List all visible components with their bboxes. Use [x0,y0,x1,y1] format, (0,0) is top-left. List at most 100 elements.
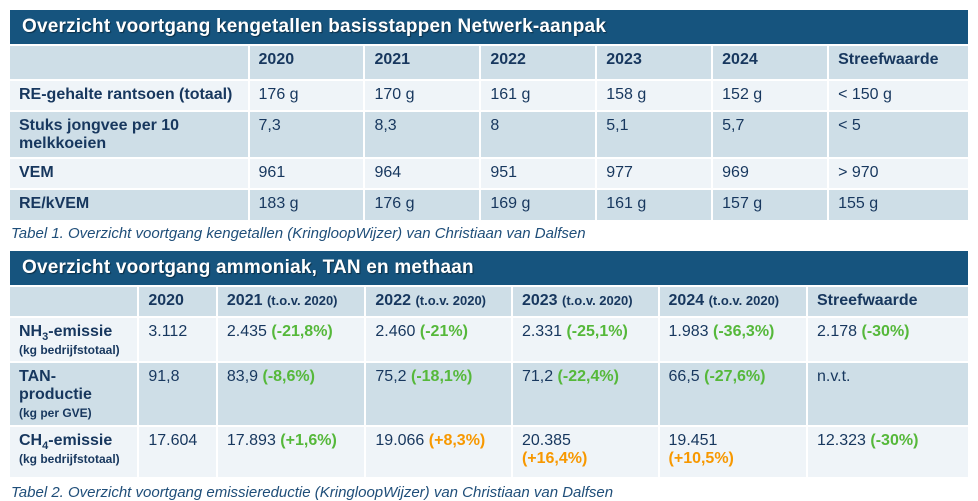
data-cell: < 5 [827,110,968,159]
data-cell: 91,8 [137,361,218,427]
row-label: Stuks jongvee per 10 melkkoeien [10,110,250,159]
data-cell: 977 [595,157,714,190]
data-cell: 157 g [711,188,830,220]
data-cell: 83,9 (-8,6%) [215,361,367,427]
table2-corner-cell [10,287,140,318]
table2-title: Overzicht voortgang ammoniak, TAN en met… [22,257,474,278]
table2-header-row: 2020 2021 (t.o.v. 2020) 2022 (t.o.v. 202… [10,287,968,318]
delta-value: (-30%) [861,323,910,340]
delta-value: (+1,6%) [280,431,337,449]
data-cell: 183 g [247,188,366,220]
data-cell: 152 g [711,79,830,112]
delta-value: (+16,4%) [521,449,588,467]
data-cell: 71,2 (-22,4%) [510,361,660,427]
data-cell: n.v.t. [806,361,968,427]
data-cell: 161 g [595,188,714,220]
data-cell: 1.983 (-36,3%) [657,315,809,364]
data-cell: 158 g [595,79,714,112]
delta-value: (-8,6%) [262,368,315,386]
data-cell: 8,3 [363,110,482,159]
delta-value: (-36,3%) [713,323,775,340]
row-label: CH4-emissie (kg bedrijfstotaal) [10,424,140,477]
table2: 2020 2021 (t.o.v. 2020) 2022 (t.o.v. 202… [10,287,968,477]
data-cell: 19.451 (+10,5%) [657,424,809,477]
table1-header-2020: 2020 [247,46,366,81]
row-unit: (kg bedrijfstotaal) [19,451,120,466]
data-cell: 5,1 [595,110,714,159]
table1-corner-cell [10,46,250,81]
delta-value: (-25,1%) [566,323,628,340]
delta-value: (-18,1%) [410,368,473,386]
table1-header-2022: 2022 [479,46,598,81]
data-cell: 169 g [479,188,598,220]
table1-header-streefwaarde: Streefwaarde [827,46,968,81]
data-cell: 17.893 (+1,6%) [215,424,367,477]
table-row: TAN-productie (kg per GVE) 91,8 83,9 (-8… [10,361,968,427]
delta-value: (+10,5%) [668,449,734,467]
data-cell: 17.604 [137,424,218,477]
row-label: TAN-productie (kg per GVE) [10,361,140,427]
table2-header-streefwaarde: Streefwaarde [806,287,968,318]
data-cell: 161 g [479,79,598,112]
table1-header-2023: 2023 [595,46,714,81]
data-cell: < 150 g [827,79,968,112]
data-cell: > 970 [827,157,968,190]
table2-title-bar: Overzicht voortgang ammoniak, TAN en met… [10,251,968,285]
data-cell: 155 g [827,188,968,220]
table2-header-2024: 2024 (t.o.v. 2020) [657,287,809,318]
delta-value: (-27,6%) [704,368,766,386]
table1-header-2024: 2024 [711,46,830,81]
table2-header-2023: 2023 (t.o.v. 2020) [510,287,660,318]
data-cell: 176 g [247,79,366,112]
table1-title-bar: Overzicht voortgang kengetallen basissta… [10,10,968,44]
table2-header-2022: 2022 (t.o.v. 2020) [364,287,513,318]
table2-header-2020: 2020 [137,287,218,318]
table2-caption: Tabel 2. Overzicht voortgang emissieredu… [11,483,614,501]
data-cell: 66,5 (-27,6%) [657,361,809,427]
delta-value: (-30%) [870,431,919,449]
data-cell: 964 [363,157,482,190]
table-row: NH3-emissie (kg bedrijfstotaal) 3.112 2.… [10,315,968,364]
data-cell: 5,7 [711,110,830,159]
row-unit: (kg per GVE) [19,406,92,421]
data-cell: 951 [479,157,598,190]
data-cell: 2.178 (-30%) [806,315,968,364]
table1-caption: Tabel 1. Overzicht voortgang kengetallen… [11,225,586,242]
row-label: NH3-emissie (kg bedrijfstotaal) [10,315,140,364]
delta-value: (-21,8%) [271,323,333,340]
table1-header-2021: 2021 [363,46,482,81]
table1-header-row: 2020 2021 2022 2023 2024 Streefwaarde [10,46,968,81]
data-cell: 12.323 (-30%) [806,424,968,477]
table-row: VEM 961 964 951 977 969 > 970 [10,157,968,190]
table1-title: Overzicht voortgang kengetallen basissta… [22,16,607,37]
table-row: RE-gehalte rantsoen (totaal) 176 g 170 g… [10,79,968,112]
data-cell: 2.331 (-25,1%) [510,315,660,364]
data-cell: 19.066 (+8,3%) [364,424,513,477]
delta-value: (-21%) [419,323,468,340]
table-row: RE/kVEM 183 g 176 g 169 g 161 g 157 g 15… [10,188,968,220]
data-cell: 7,3 [247,110,366,159]
table1: 2020 2021 2022 2023 2024 Streefwaarde RE… [10,46,968,220]
data-cell: 2.460 (-21%) [364,315,513,364]
data-cell: 170 g [363,79,482,112]
data-cell: 75,2 (-18,1%) [364,361,513,427]
row-unit: (kg bedrijfstotaal) [19,343,120,358]
table2-section: Overzicht voortgang ammoniak, TAN en met… [10,251,968,501]
data-cell: 176 g [363,188,482,220]
data-cell: 2.435 (-21,8%) [215,315,367,364]
row-label: RE-gehalte rantsoen (totaal) [10,79,250,112]
row-label: RE/kVEM [10,188,250,220]
data-cell: 969 [711,157,830,190]
table-row: CH4-emissie (kg bedrijfstotaal) 17.604 1… [10,424,968,477]
table-row: Stuks jongvee per 10 melkkoeien 7,3 8,3 … [10,110,968,159]
row-label: VEM [10,157,250,190]
data-cell: 3.112 [137,315,218,364]
data-cell: 8 [479,110,598,159]
delta-value: (-22,4%) [557,368,619,386]
data-cell: 20.385 (+16,4%) [510,424,660,477]
table1-section: Overzicht voortgang kengetallen basissta… [10,10,968,242]
table2-header-2021: 2021 (t.o.v. 2020) [215,287,367,318]
delta-value: (+8,3%) [428,431,486,449]
data-cell: 961 [247,157,366,190]
